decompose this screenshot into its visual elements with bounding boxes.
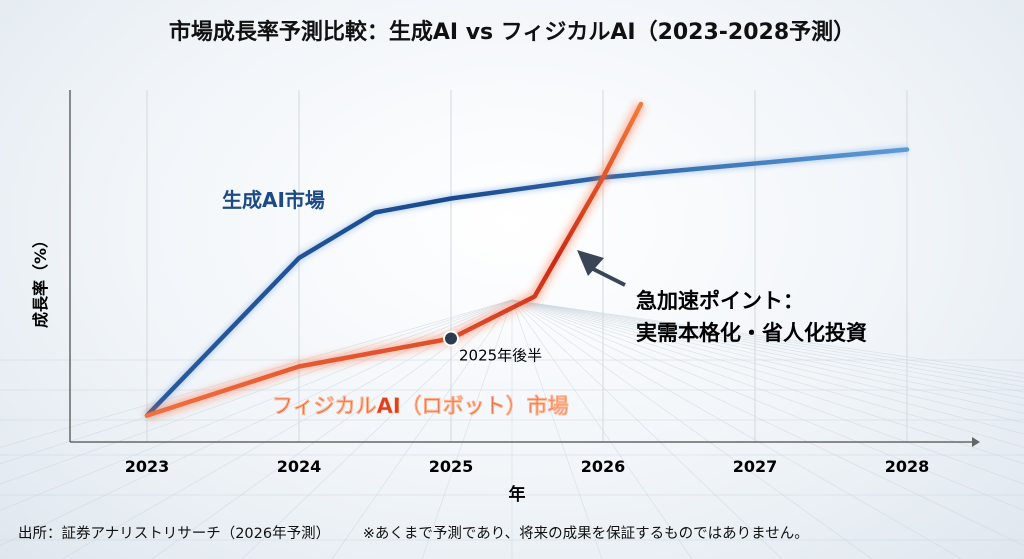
series-label-physical-ai: フィジカルAI（ロボット）市場 bbox=[272, 394, 569, 418]
floor-line bbox=[241, 299, 513, 559]
floor-line bbox=[0, 299, 513, 465]
floor-line bbox=[511, 299, 1024, 511]
floor-line bbox=[511, 299, 1024, 393]
x-tick-label: 2025 bbox=[429, 457, 474, 476]
floor-line bbox=[511, 299, 1024, 435]
footer: 出所：証券アナリストリサーチ（2026年予測） ※あくまで予測であり、将来の成果… bbox=[18, 522, 837, 543]
floor-line bbox=[511, 299, 1024, 424]
series-line-physical-ai bbox=[144, 101, 644, 418]
floor-line bbox=[511, 299, 1024, 465]
floor-line bbox=[0, 299, 513, 485]
floor-line bbox=[511, 299, 1024, 388]
floor-line bbox=[511, 299, 693, 559]
floor-line bbox=[511, 299, 1024, 399]
x-tick-label: 2023 bbox=[125, 457, 170, 476]
annotation-subtitle: 実需本格化・省人化投資 bbox=[636, 321, 867, 345]
disclaimer-note: ※あくまで予測であり、将来の成果を保証するものではありません。 bbox=[362, 526, 809, 542]
x-tick-label: 2024 bbox=[277, 457, 322, 476]
source-note: 出所：証券アナリストリサーチ（2026年予測） bbox=[18, 526, 331, 542]
chart-title: 市場成長率予測比較：生成AI vs フィジカルAI（2023-2028予測） bbox=[168, 20, 856, 45]
series-label-generative-ai: 生成AI市場 bbox=[222, 188, 325, 212]
x-tick-label: 2028 bbox=[885, 457, 930, 476]
floor-line bbox=[511, 299, 1024, 414]
floor-line bbox=[511, 299, 963, 559]
floor-line bbox=[511, 299, 1024, 383]
floor-line bbox=[511, 299, 603, 559]
x-axis-arrow bbox=[972, 437, 980, 447]
annotation-title: 急加速ポイント： bbox=[636, 289, 804, 313]
floor-line bbox=[0, 299, 513, 448]
floor-line bbox=[511, 299, 1024, 546]
x-axis-label: 年 bbox=[509, 484, 526, 505]
floor-line bbox=[421, 299, 513, 559]
floor-line bbox=[511, 299, 1024, 378]
series-line-generative-ai bbox=[144, 147, 910, 418]
arrow-head-icon bbox=[577, 250, 604, 276]
floor-line bbox=[511, 299, 783, 559]
floor-line bbox=[511, 299, 873, 559]
y-axis-label: 成長率（%） bbox=[31, 232, 50, 328]
floor-line bbox=[331, 299, 513, 559]
x-tick-label: 2026 bbox=[581, 457, 626, 476]
floor-line bbox=[511, 299, 1024, 448]
annotation-label: 2025年後半 bbox=[459, 347, 542, 365]
floor-line bbox=[511, 299, 1024, 406]
annotation-arrow bbox=[589, 265, 626, 287]
marker-dot bbox=[443, 330, 459, 347]
floor-line bbox=[511, 299, 1024, 375]
grid-lines bbox=[146, 90, 908, 442]
perspective-floor-grid bbox=[0, 299, 1024, 559]
x-tick-label: 2027 bbox=[733, 457, 778, 476]
floor-line bbox=[511, 299, 1024, 485]
series-glow bbox=[145, 101, 646, 421]
